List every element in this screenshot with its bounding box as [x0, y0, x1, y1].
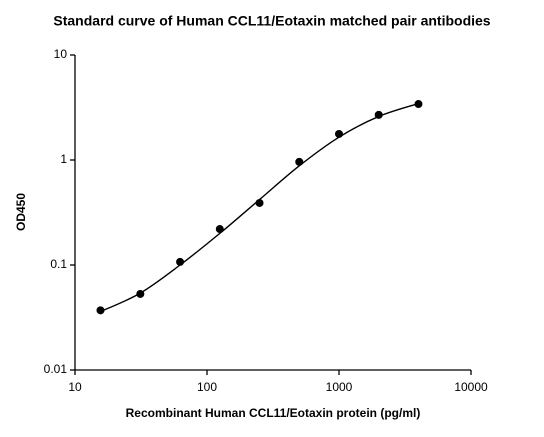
data-point [176, 257, 185, 266]
x-tick-label: 10 [68, 380, 82, 394]
y-axis-title: OD450 [14, 193, 28, 231]
data-point [136, 289, 145, 298]
y-tick-label: 1 [60, 152, 67, 166]
data-point [215, 225, 224, 234]
y-tick-label: 0.01 [44, 362, 68, 376]
data-point [96, 306, 105, 315]
x-tick-label: 1000 [326, 380, 353, 394]
data-point [374, 110, 383, 119]
y-tick-label: 0.1 [50, 257, 67, 271]
data-point [414, 100, 423, 109]
x-axis-title: Recombinant Human CCL11/Eotaxin protein … [126, 406, 421, 420]
data-point [295, 157, 304, 166]
data-point [255, 198, 264, 207]
x-tick-label: 10000 [454, 380, 488, 394]
chart-title: Standard curve of Human CCL11/Eotaxin ma… [53, 13, 490, 29]
y-tick-label: 10 [54, 47, 68, 61]
x-tick-label: 100 [197, 380, 217, 394]
fit-curve [100, 102, 419, 313]
data-point [335, 129, 343, 138]
